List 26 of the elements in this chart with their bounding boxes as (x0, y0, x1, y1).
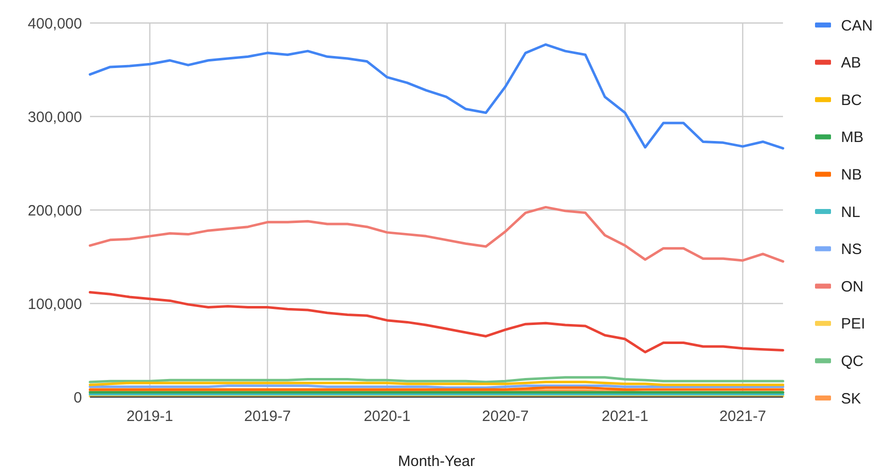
x-tick-label: 2021-1 (602, 408, 648, 425)
y-tick-label: 200,000 (28, 202, 82, 220)
x-tick-label: 2021-7 (719, 408, 766, 425)
line-series (88, 206, 784, 263)
line-series (88, 291, 784, 354)
legend-label: AB (841, 54, 862, 72)
legend-label: PEI (841, 316, 866, 333)
legend-label: QC (841, 352, 864, 370)
legend-label: MB (841, 129, 864, 146)
x-axis-title: Month-Year (398, 453, 475, 470)
y-tick-label: 0 (74, 389, 82, 406)
y-tick-label: 400,000 (28, 15, 82, 32)
legend-label: NL (841, 204, 860, 221)
legend-label: ON (841, 278, 864, 296)
x-tick-label: 2019-1 (126, 408, 174, 425)
x-tick-label: 2020-7 (482, 408, 529, 425)
legend-label: SK (841, 390, 862, 408)
y-tick-label: 300,000 (28, 108, 82, 126)
legend-label: NS (841, 241, 862, 258)
legend-label: CAN (841, 17, 873, 34)
legend-label: BC (841, 92, 862, 109)
legend-label: NB (841, 166, 862, 184)
y-tick-label: 100,000 (28, 296, 82, 313)
x-tick-label: 2019-7 (244, 408, 291, 425)
line-series (88, 43, 784, 150)
x-tick-label: 2020-1 (364, 408, 410, 425)
